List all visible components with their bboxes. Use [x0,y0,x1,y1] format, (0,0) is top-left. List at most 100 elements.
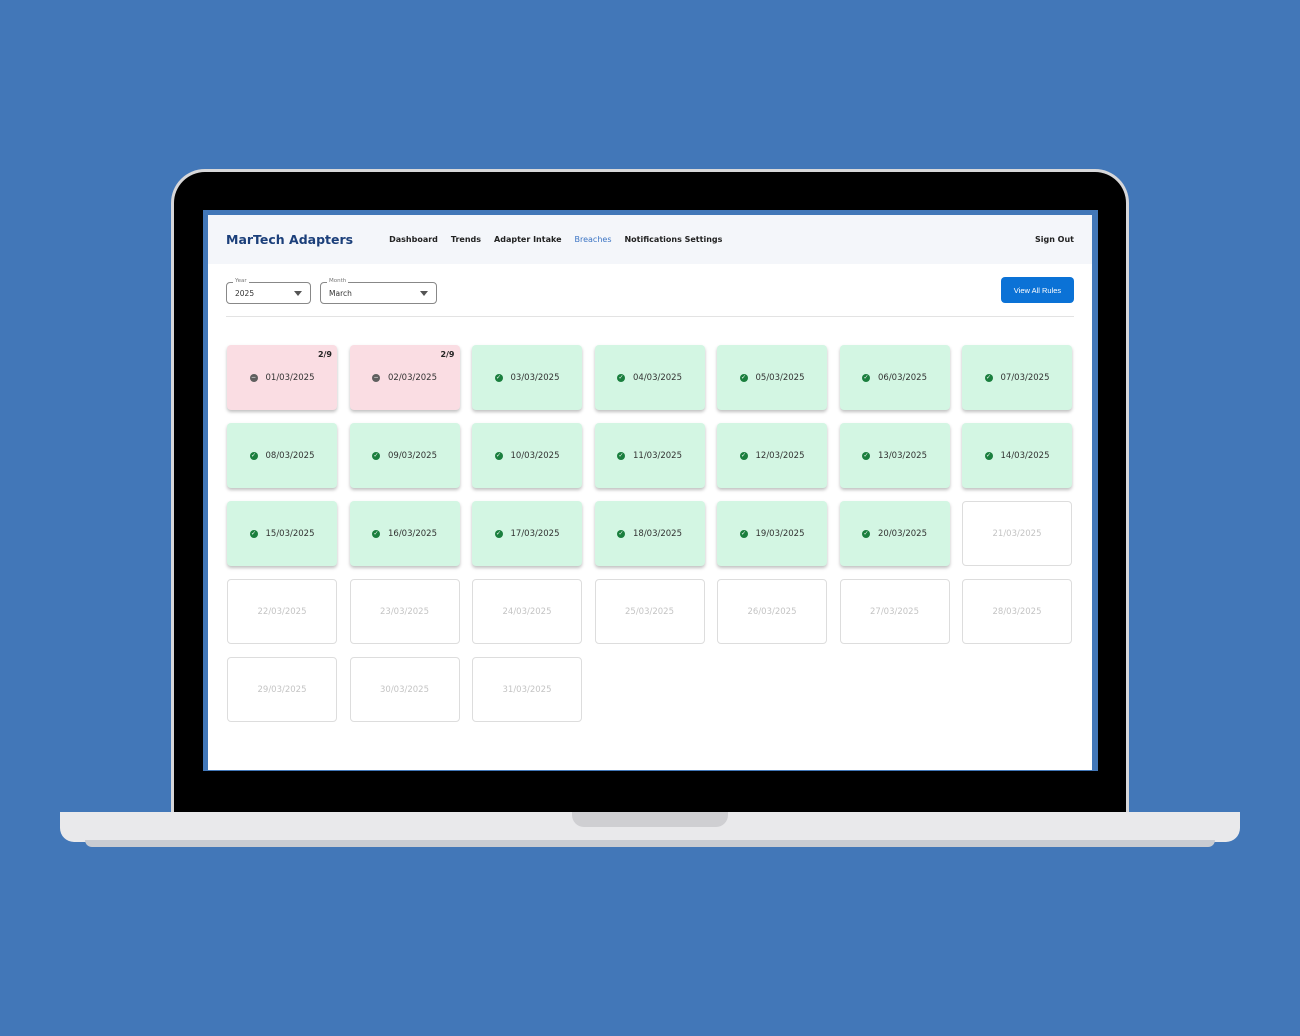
app: MarTech Adapters Dashboard Trends Adapte… [208,215,1092,770]
day-date: 20/03/2025 [878,528,927,539]
day-date: 11/03/2025 [633,450,682,461]
day-date: 06/03/2025 [878,372,927,383]
month-select[interactable]: Month March [320,278,437,304]
day-date: 03/03/2025 [510,372,560,383]
laptop-base-shadow [85,840,1215,847]
day-date: 24/03/2025 [502,606,552,617]
day-card-ok[interactable]: ✓ 08/03/2025 [227,423,337,488]
day-date: 30/03/2025 [380,684,429,695]
nav-dashboard[interactable]: Dashboard [389,235,438,244]
day-date: 10/03/2025 [510,450,560,461]
day-card-ok[interactable]: ✓ 05/03/2025 [717,345,827,410]
nav-notifications-settings[interactable]: Notifications Settings [624,235,723,244]
day-date: 22/03/2025 [257,606,307,617]
breach-count: 2/9 [440,350,455,359]
day-date: 27/03/2025 [870,606,919,617]
laptop-screen: MarTech Adapters Dashboard Trends Adapte… [203,210,1098,771]
nav-adapter-intake[interactable]: Adapter Intake [494,235,562,244]
nav-trends[interactable]: Trends [450,235,482,244]
day-card-ok[interactable]: ✓ 16/03/2025 [349,501,460,566]
year-value: 2025 [235,289,255,298]
day-card-future: 28/03/2025 [962,579,1072,644]
check-circle-icon: ✓ [739,451,748,460]
day-card-future: 24/03/2025 [472,579,582,644]
day-date: 14/03/2025 [1000,450,1050,461]
day-card-ok[interactable]: ✓ 06/03/2025 [839,345,950,410]
year-select[interactable]: Year 2025 [226,278,311,304]
day-date: 08/03/2025 [265,450,315,461]
day-card-future: 26/03/2025 [717,579,827,644]
day-date: 23/03/2025 [380,606,429,617]
check-circle-icon: ✓ [862,451,870,460]
check-circle-icon: ✓ [372,451,380,460]
day-date: 02/03/2025 [388,372,437,383]
day-card-ok[interactable]: ✓ 17/03/2025 [472,501,582,566]
day-date: 25/03/2025 [625,606,674,617]
check-circle-icon: ✓ [494,373,503,382]
check-circle-icon: ✓ [617,529,625,538]
chevron-down-icon [294,291,302,296]
check-circle-icon: ✓ [617,451,625,460]
day-card-future: 31/03/2025 [472,657,582,722]
day-date: 28/03/2025 [992,606,1042,617]
day-card-future: 22/03/2025 [227,579,337,644]
check-circle-icon: ✓ [739,373,748,382]
day-date: 05/03/2025 [755,372,805,383]
view-all-rules-button[interactable]: View All Rules [1001,277,1074,303]
day-date: 19/03/2025 [755,528,805,539]
day-date: 18/03/2025 [633,528,682,539]
day-date: 31/03/2025 [502,684,552,695]
day-date: 01/03/2025 [265,372,315,383]
day-date: 15/03/2025 [265,528,315,539]
check-circle-icon: ✓ [372,529,380,538]
day-card-ok[interactable]: ✓ 13/03/2025 [839,423,950,488]
laptop-notch [572,812,728,827]
chevron-down-icon [420,291,428,296]
breach-count: 2/9 [317,350,332,359]
day-card-ok[interactable]: ✓ 04/03/2025 [594,345,705,410]
check-circle-icon: ✓ [862,373,870,382]
day-card-ok[interactable]: ✓ 11/03/2025 [594,423,705,488]
day-card-ok[interactable]: ✓ 15/03/2025 [227,501,337,566]
day-date: 13/03/2025 [878,450,927,461]
day-date: 29/03/2025 [257,684,307,695]
day-card-ok[interactable]: ✓ 07/03/2025 [962,345,1072,410]
sign-out-link[interactable]: Sign Out [1034,235,1074,244]
calendar-grid: 2/9−01/03/2025 2/9−02/03/2025 ✓ 03/03/2025 ✓… [227,345,1072,722]
day-date: 09/03/2025 [388,450,437,461]
day-card-future: 29/03/2025 [227,657,337,722]
check-circle-icon: ✓ [249,529,258,538]
day-card-ok[interactable]: ✓ 10/03/2025 [472,423,582,488]
day-card-ok[interactable]: ✓ 19/03/2025 [717,501,827,566]
day-card-ok[interactable]: ✓ 09/03/2025 [349,423,460,488]
day-card-ok[interactable]: ✓ 18/03/2025 [594,501,705,566]
day-card-ok[interactable]: ✓ 14/03/2025 [962,423,1072,488]
top-nav: MarTech Adapters Dashboard Trends Adapte… [208,215,1092,264]
day-card-future: 23/03/2025 [349,579,460,644]
month-value: March [329,289,352,298]
nav-breaches[interactable]: Breaches [574,235,612,244]
day-date: 07/03/2025 [1000,372,1050,383]
check-circle-icon: ✓ [494,529,503,538]
day-card-future: 25/03/2025 [594,579,705,644]
day-card-breach[interactable]: 2/9 −02/03/2025 [349,345,460,410]
day-card-ok[interactable]: ✓ 03/03/2025 [472,345,582,410]
minus-circle-icon: − [249,373,258,382]
check-circle-icon: ✓ [984,373,993,382]
day-card-breach[interactable]: 2/9 −01/03/2025 [227,345,337,410]
filters: Year 2025 Month March [226,278,437,304]
day-card-ok[interactable]: ✓ 12/03/2025 [717,423,827,488]
check-circle-icon: ✓ [739,529,748,538]
day-card-future: 30/03/2025 [349,657,460,722]
day-date: 04/03/2025 [633,372,682,383]
check-circle-icon: ✓ [617,373,625,382]
day-date: 17/03/2025 [510,528,560,539]
day-date: 16/03/2025 [388,528,437,539]
day-date: 26/03/2025 [747,606,797,617]
brand-logo[interactable]: MarTech Adapters [226,232,354,247]
minus-circle-icon: − [372,373,380,382]
day-card-ok[interactable]: ✓ 20/03/2025 [839,501,950,566]
check-circle-icon: ✓ [249,451,258,460]
day-card-future: 27/03/2025 [839,579,950,644]
day-date: 21/03/2025 [992,528,1042,539]
